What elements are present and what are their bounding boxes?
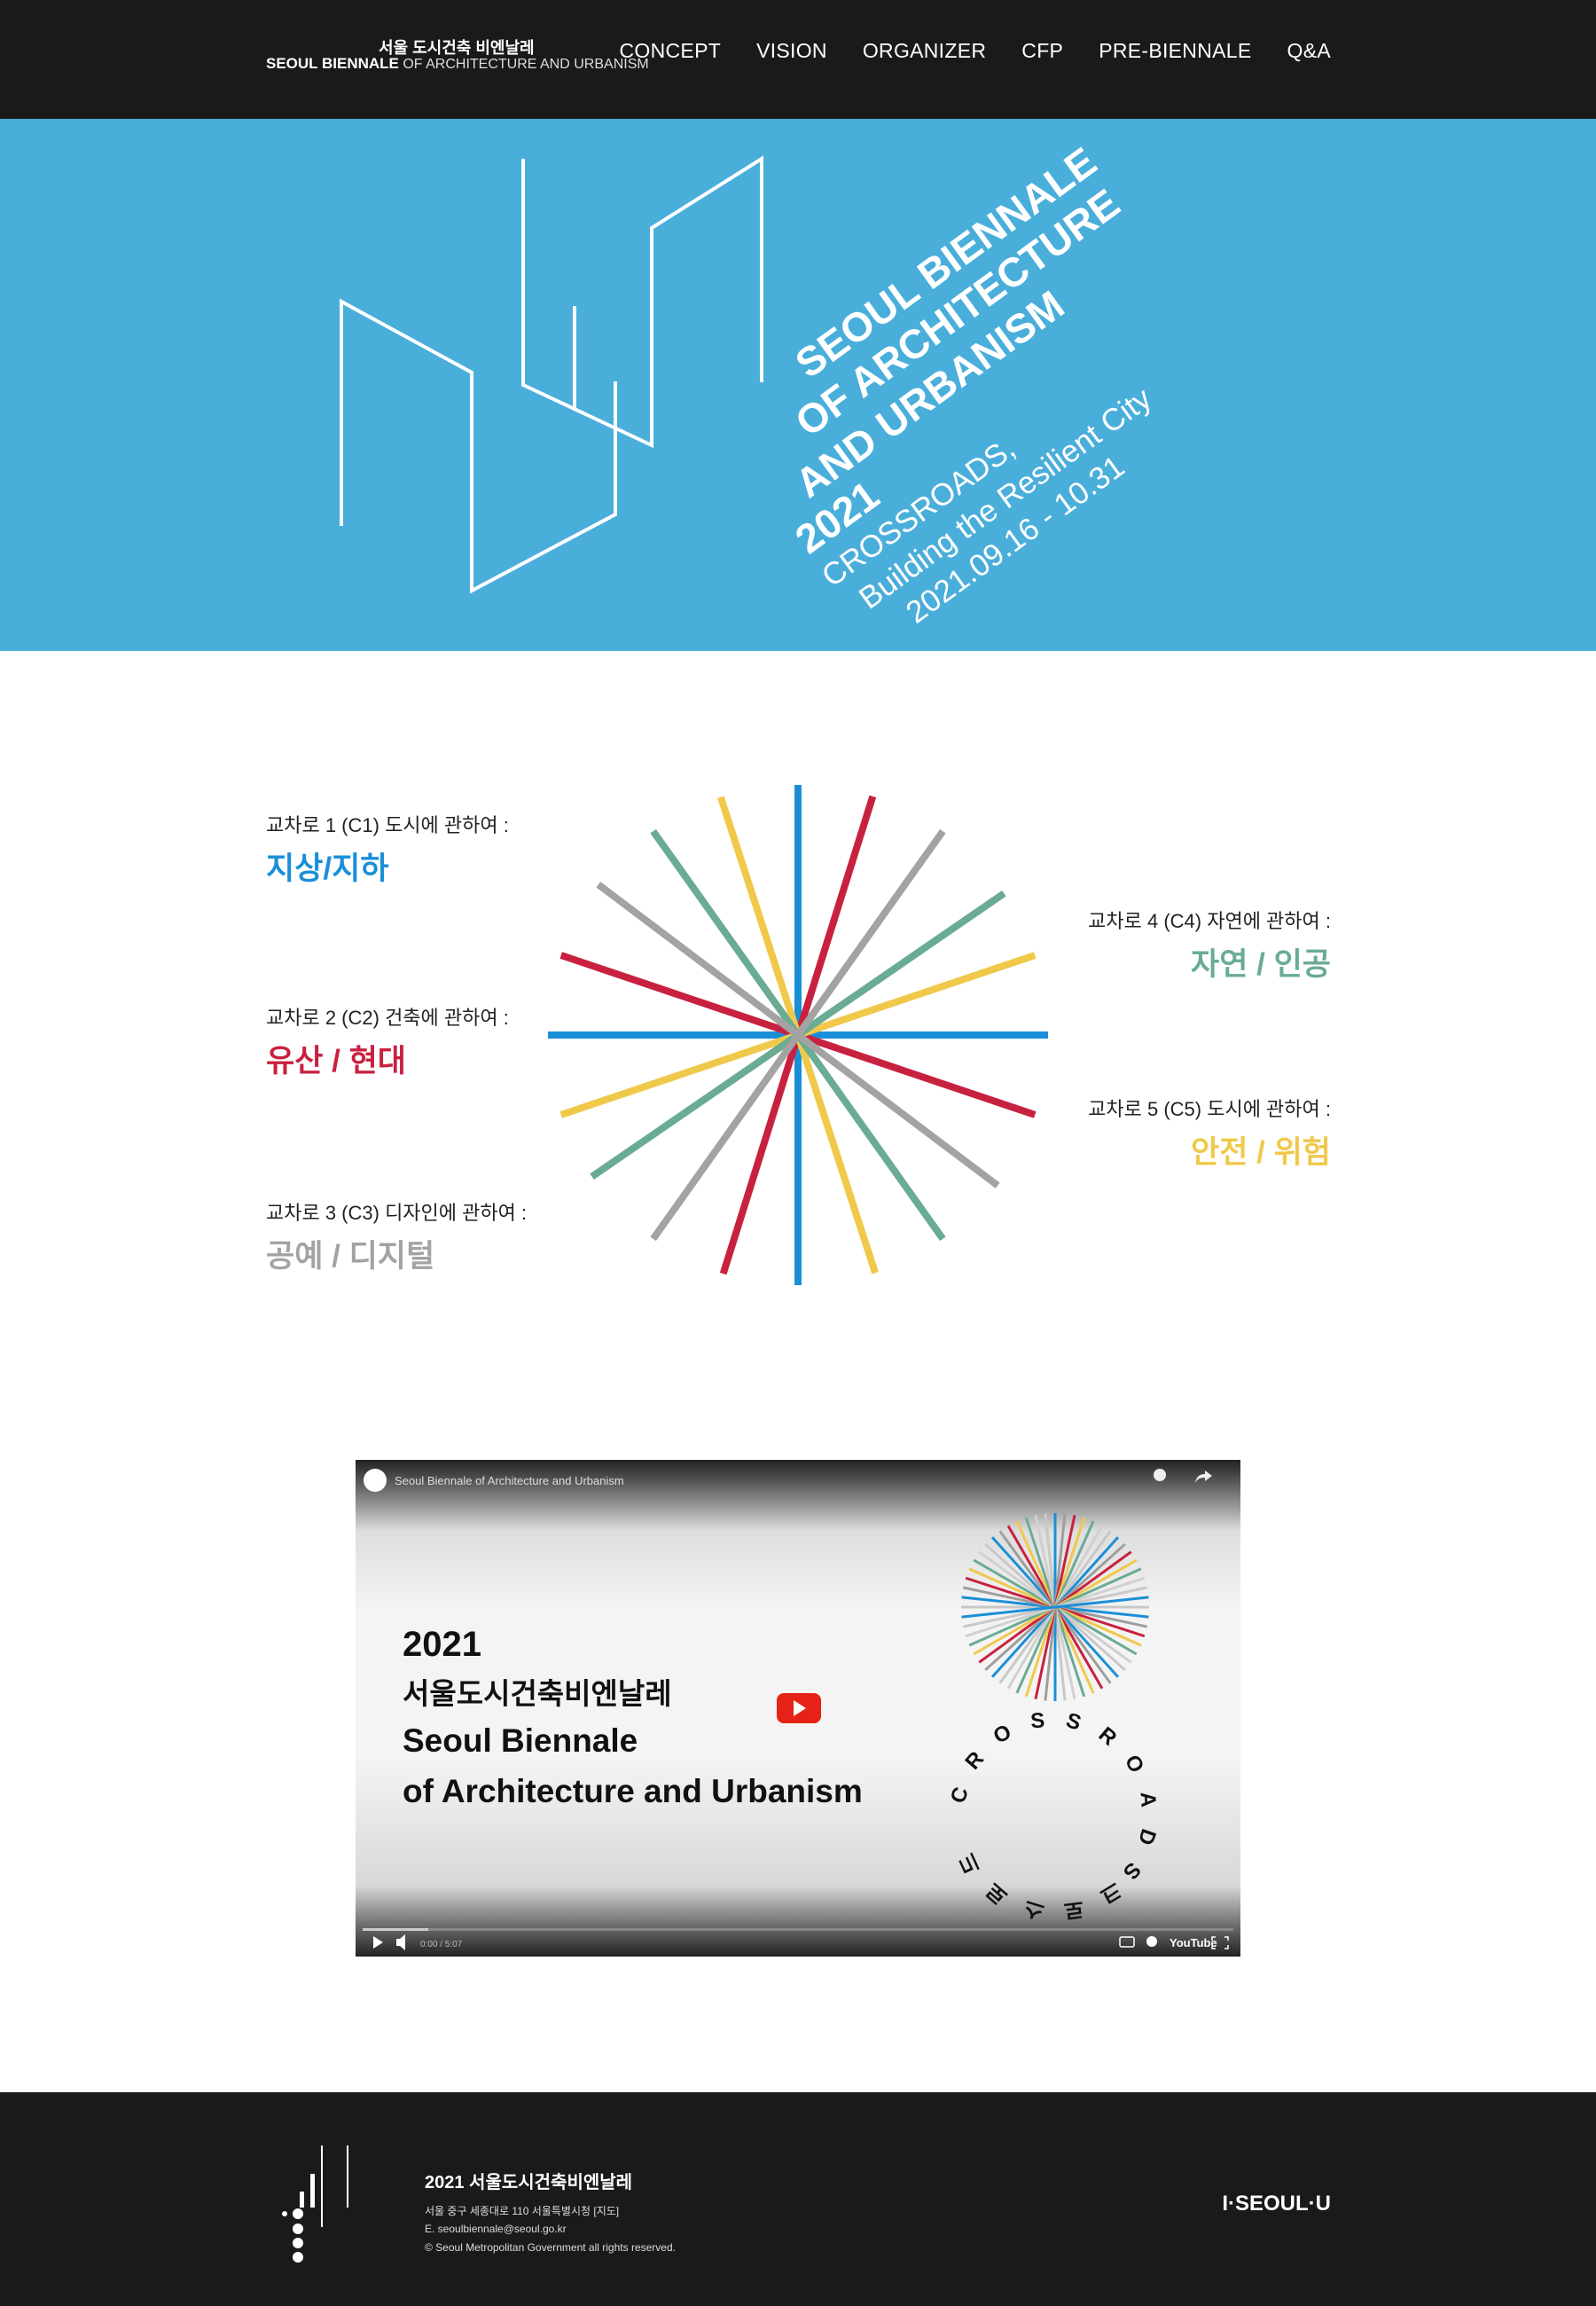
video-name-ko: 서울도시건축비엔날레: [403, 1677, 672, 1710]
nav-link[interactable]: CONCEPT: [619, 39, 722, 62]
logo-english[interactable]: SEOUL BIENNALE OF ARCHITECTURE AND URBAN…: [266, 55, 649, 73]
footer-title: 2021 서울도시건축비엔날레: [425, 2173, 633, 2192]
top-bar: [356, 1460, 1240, 1531]
nav-link[interactable]: VISION: [756, 39, 827, 62]
video-name-en: Seoul Biennale: [403, 1722, 638, 1759]
crossroad-item: 교차로 4 (C4) 자연에 관하여 : 자연 / 인공: [1088, 906, 1331, 984]
watch-later-icon[interactable]: [1154, 1469, 1166, 1481]
video-frame: Seoul Biennale of Architecture and Urban…: [356, 1460, 1240, 1957]
crossroad-label: 교차로 5 (C5) 도시에 관하여 :: [1088, 1098, 1331, 1120]
hero-banner: SEOUL BIENNALE OF ARCHITECTURE AND URBANIS…: [0, 119, 1596, 651]
nav-link[interactable]: PRE-BIENNALE: [1099, 39, 1252, 62]
progress-buffer: [363, 1928, 428, 1931]
burst-spoke: [650, 828, 946, 1242]
logo-english-sub: OF ARCHITECTURE AND URBANISM: [403, 57, 649, 72]
mini-burst: [961, 1513, 1149, 1701]
nav-link[interactable]: Q&A: [1287, 39, 1331, 62]
share-icon[interactable]: [1195, 1471, 1212, 1483]
footer-copyright: © Seoul Metropolitan Government all righ…: [425, 2241, 676, 2254]
logo-korean[interactable]: 서울 도시건축 비엔날레: [379, 39, 535, 57]
volume-control[interactable]: [396, 1934, 405, 1950]
video-player[interactable]: Seoul Biennale of Architecture and Urban…: [356, 1460, 1240, 1957]
nav-link[interactable]: ORGANIZER: [862, 39, 987, 62]
hero-line-art: [340, 155, 763, 594]
line-art: [521, 155, 763, 449]
footer-logo: [282, 2145, 348, 2263]
footer: 2021 서울도시건축비엔날레 서울 중구 세종대로 110 서울특별시청 [지…: [0, 2092, 1596, 2306]
video-bar-title[interactable]: Seoul Biennale of Architecture and Urban…: [395, 1474, 624, 1487]
crossroad-item: 교차로 3 (C3) 디자인에 관하여 : 공예 / 디지털: [266, 1197, 527, 1276]
captions-control[interactable]: [1119, 1936, 1135, 1948]
main-nav: CONCEPT VISION ORGANIZER CFP PRE-BIENNALE Q&A: [620, 39, 1331, 63]
bottom-bar: [356, 1886, 1240, 1957]
video-name-en: of Architecture and Urbanism: [403, 1773, 863, 1809]
crossroads-graphic: [548, 785, 1048, 1285]
fullscreen-control[interactable]: [1211, 1936, 1229, 1949]
footer-brand[interactable]: I·SEOUL·U: [1222, 2192, 1331, 2216]
crossroad-theme: 공예 / 디지털: [266, 1239, 435, 1274]
crossroad-theme: 자연 / 인공: [1191, 947, 1331, 982]
mini-burst-spoke: [961, 1596, 1149, 1619]
crossroad-label: 교차로 3 (C3) 디자인에 관하여 :: [266, 1202, 528, 1224]
header: 서울 도시건축 비엔날레 SEOUL BIENNALE OF ARCHITECT…: [0, 0, 1596, 119]
crossroad-label: 교차로 1 (C1) 도시에 관하여 :: [266, 814, 509, 836]
play-button-icon[interactable]: [794, 1700, 806, 1716]
channel-icon[interactable]: [364, 1469, 387, 1492]
footer-email[interactable]: E. seoulbiennale@seoul.go.kr: [425, 2223, 567, 2235]
crossroad-item: 교차로 5 (C5) 도시에 관하여 : 안전 / 위험: [1088, 1094, 1331, 1173]
video-year: 2021: [403, 1625, 481, 1664]
nav-link[interactable]: CFP: [1021, 39, 1064, 62]
play-button[interactable]: [777, 1693, 821, 1723]
crossroad-theme: 지상/지하: [266, 851, 389, 886]
video-time: 0:00 / 5:07: [420, 1940, 463, 1949]
settings-control[interactable]: [1146, 1936, 1157, 1947]
logo-english-main: SEOUL BIENNALE: [266, 55, 399, 72]
line-art: [340, 298, 617, 594]
play-control[interactable]: [373, 1936, 383, 1949]
crossroad-theme: 유산 / 현대: [266, 1044, 406, 1078]
progress-bar[interactable]: [363, 1928, 1233, 1931]
crossroad-label: 교차로 2 (C2) 건축에 관하여 :: [266, 1007, 509, 1029]
footer-address: 서울 중구 세종대로 110 서울특별시청 [지도]: [425, 2205, 620, 2217]
crossroad-label: 교차로 4 (C4) 자연에 관하여 :: [1088, 910, 1331, 932]
footer-logo-mark: [282, 2145, 348, 2263]
youtube-brand[interactable]: YouTube: [1170, 1936, 1217, 1949]
crossroad-theme: 안전 / 위험: [1191, 1135, 1331, 1170]
crossroad-item: 교차로 1 (C1) 도시에 관하여 : 지상/지하: [266, 810, 509, 889]
crossroad-item: 교차로 2 (C2) 건축에 관하여 : 유산 / 현대: [266, 1002, 509, 1081]
